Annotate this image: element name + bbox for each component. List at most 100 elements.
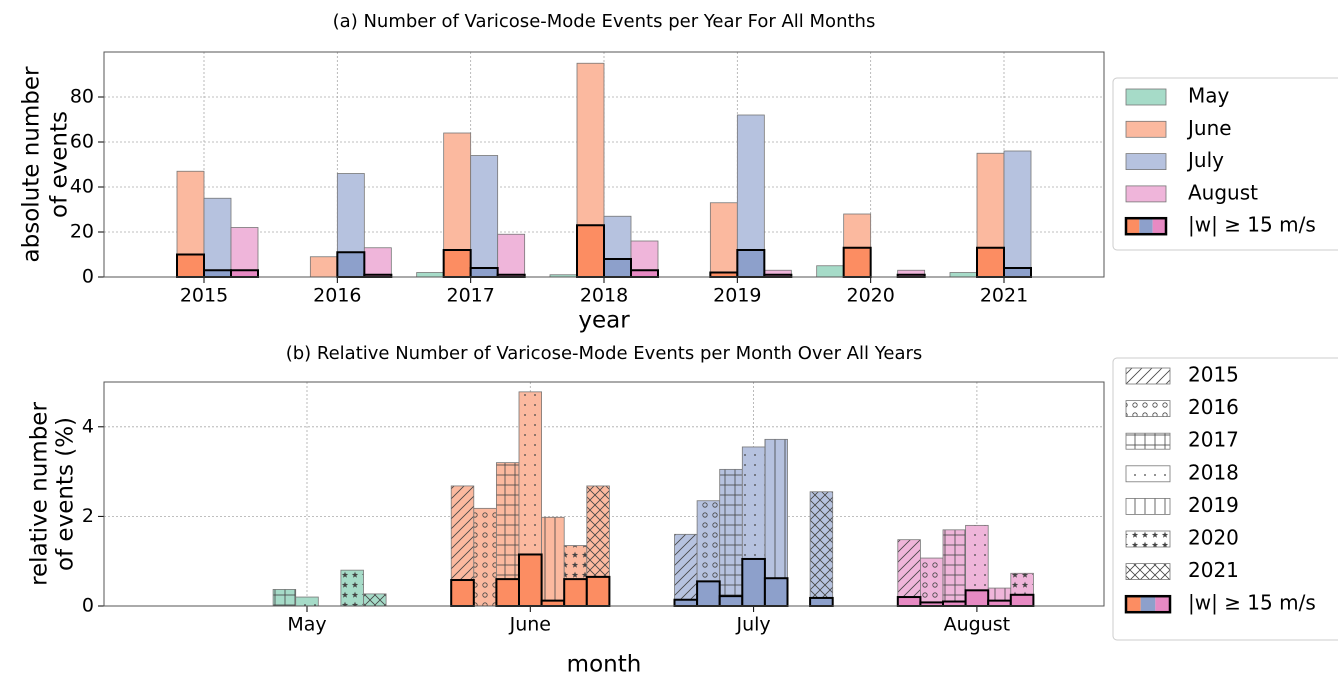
highlight-bar xyxy=(987,599,1012,608)
highlight-bar xyxy=(709,271,739,278)
bar xyxy=(709,202,738,278)
x-tick-label: June xyxy=(509,614,551,636)
highlight-bar xyxy=(576,224,605,278)
legend-swatch xyxy=(1125,367,1171,385)
legend-swatch xyxy=(1124,594,1172,614)
legend-swatch xyxy=(1125,88,1167,106)
y-tick-label: 20 xyxy=(70,221,94,243)
x-tick-label: 2015 xyxy=(180,285,228,307)
x-tick-label: 2017 xyxy=(446,285,494,307)
chart-title: (b) Relative Number of Varicose-Mode Eve… xyxy=(286,343,923,364)
legend-swatch-part xyxy=(1155,596,1170,613)
highlight-bar xyxy=(696,580,721,607)
x-axis-label: month xyxy=(567,652,642,676)
highlight-bar xyxy=(585,575,611,608)
legend-swatch xyxy=(1125,432,1171,450)
bar xyxy=(309,256,338,278)
plot-frame xyxy=(103,381,1105,607)
legend-swatch xyxy=(1125,530,1171,548)
y-tick-label: 40 xyxy=(70,176,94,198)
legend-label: 2020 xyxy=(1188,526,1239,550)
y-axis-label: relative number xyxy=(27,402,53,586)
bar xyxy=(719,468,743,607)
legend-label: July xyxy=(1186,148,1224,172)
highlight-bar xyxy=(763,577,789,607)
chart-title: (a) Number of Varicose-Mode Events per Y… xyxy=(333,11,876,32)
legend-swatch-part xyxy=(1126,596,1141,613)
highlight-bar xyxy=(1009,593,1035,607)
legend-label: May xyxy=(1188,84,1230,108)
legend-label: 2016 xyxy=(1188,395,1239,419)
x-tick-label: 2016 xyxy=(313,285,361,307)
x-tick-label: August xyxy=(944,614,1011,636)
highlight-bar xyxy=(896,596,922,607)
legend-label: 2019 xyxy=(1188,493,1239,517)
bar xyxy=(949,272,978,278)
highlight-bar xyxy=(718,595,744,607)
x-tick-label: 2020 xyxy=(846,285,894,307)
legend-label: |w| ≥ 15 m/s xyxy=(1188,213,1316,237)
bar xyxy=(920,557,944,607)
legend-swatch-part xyxy=(1139,218,1153,235)
highlight-bar xyxy=(469,267,499,278)
legend-box xyxy=(1112,77,1338,251)
bar xyxy=(816,265,845,278)
legend-label: 2017 xyxy=(1188,428,1239,452)
highlight-bar xyxy=(942,600,967,608)
bar xyxy=(1003,150,1032,278)
legend-swatch-part xyxy=(1126,218,1140,235)
bar xyxy=(470,155,499,278)
y-tick-label: 4 xyxy=(82,415,94,437)
legend-swatch xyxy=(1125,153,1167,171)
bar xyxy=(230,227,259,278)
x-tick-label: July xyxy=(736,614,771,636)
bar xyxy=(363,593,387,607)
bar xyxy=(416,272,445,278)
highlight-bar xyxy=(630,269,659,278)
bar xyxy=(473,507,497,607)
highlight-bar xyxy=(1003,267,1032,278)
bar xyxy=(363,247,392,278)
highlight-bar xyxy=(230,269,259,278)
y-tick-label: 0 xyxy=(82,266,94,288)
legend-swatch xyxy=(1125,400,1171,418)
legend-label: 2015 xyxy=(1188,363,1239,387)
highlight-bar xyxy=(563,578,588,607)
bar xyxy=(541,516,565,607)
bar xyxy=(497,233,526,278)
legend-swatch-part xyxy=(1152,218,1166,235)
y-tick-label: 60 xyxy=(70,131,94,153)
highlight-bar xyxy=(842,246,872,278)
highlight-bar xyxy=(673,598,699,608)
bar xyxy=(340,569,364,607)
legend-label: 2018 xyxy=(1188,460,1239,484)
bar xyxy=(809,491,834,607)
legend-label: June xyxy=(1186,116,1232,140)
bar xyxy=(272,589,297,607)
highlight-bar xyxy=(736,249,766,278)
highlight-bar xyxy=(495,578,520,607)
legend-swatch xyxy=(1125,497,1171,515)
x-tick-label: 2021 xyxy=(980,285,1028,307)
highlight-bar xyxy=(442,249,472,278)
y-tick-label: 0 xyxy=(82,595,94,617)
highlight-bar xyxy=(919,601,945,608)
x-tick-label: May xyxy=(287,614,326,636)
legend-swatch xyxy=(1125,185,1167,203)
legend-label: 2021 xyxy=(1188,558,1239,582)
legend-label: August xyxy=(1188,180,1258,204)
bar xyxy=(674,533,698,607)
x-axis-label: year xyxy=(578,308,630,334)
legend-swatch xyxy=(1125,120,1167,138)
x-tick-label: 2018 xyxy=(580,285,628,307)
y-tick-label: 2 xyxy=(82,505,94,527)
legend-swatch xyxy=(1125,465,1171,483)
highlight-bar xyxy=(336,251,366,278)
y-tick-label: 80 xyxy=(70,86,94,108)
highlight-bar xyxy=(518,553,543,607)
legend-swatch xyxy=(1125,563,1171,580)
highlight-bar xyxy=(540,599,566,608)
legend-swatch xyxy=(1124,216,1168,236)
highlight-bar xyxy=(976,246,1005,278)
